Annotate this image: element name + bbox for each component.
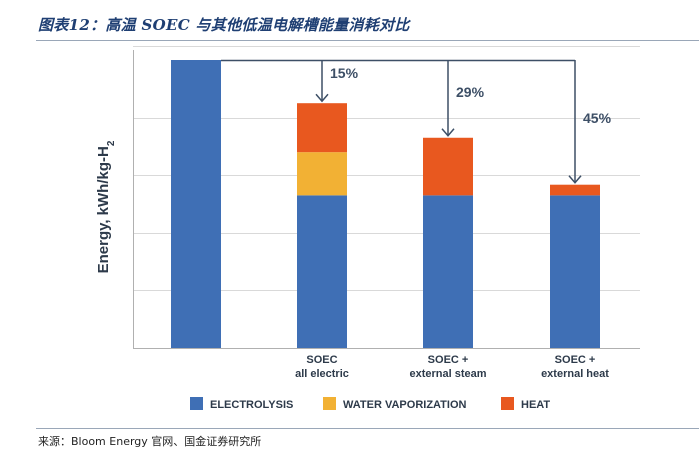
reduction-label: 29% [456, 84, 485, 100]
arrow-head [568, 175, 582, 184]
legend-label: HEAT [521, 399, 550, 411]
x-tick-label: all electric [295, 368, 349, 380]
reduction-label: 15% [330, 65, 359, 81]
source-note: 来源：Bloom Energy 官网、国金证券研究所 [38, 435, 262, 448]
arrow-head [315, 93, 329, 103]
x-tick-label: SOEC + [555, 354, 596, 366]
chart: SOEC all electric SOEC + external steam SOEC… [95, 46, 640, 411]
figure-title: 图表12：高温 SOEC 与其他低温电解槽能量消耗对比 [38, 16, 410, 34]
legend-label: WATER VAPORIZATION [343, 399, 466, 411]
reduction-label: 45% [583, 110, 612, 126]
x-tick-label: SOEC + [428, 354, 469, 366]
x-tick-label: SOEC [306, 354, 337, 366]
bar-electrolysis-0 [171, 60, 221, 348]
bar-heat-1 [297, 103, 347, 153]
legend-swatch [501, 397, 514, 410]
bar-electrolysis-3 [550, 195, 600, 348]
legend-swatch [323, 397, 336, 410]
x-tick-label: external heat [541, 368, 609, 380]
legend-label: ELECTROLYSIS [210, 399, 293, 411]
bar-heat-3 [550, 184, 600, 196]
legend-swatch [190, 397, 203, 410]
bar-heat-2 [423, 137, 473, 196]
x-tick-label: external steam [409, 368, 486, 380]
title-rule [36, 40, 699, 41]
y-axis-label: Energy, kWh/kg-H2 [95, 140, 117, 273]
arrow-head [441, 128, 455, 137]
bar-electrolysis-2 [423, 195, 473, 348]
source-rule [36, 428, 699, 429]
bar-water-vaporization-1 [297, 152, 347, 196]
bar-electrolysis-1 [297, 195, 347, 348]
